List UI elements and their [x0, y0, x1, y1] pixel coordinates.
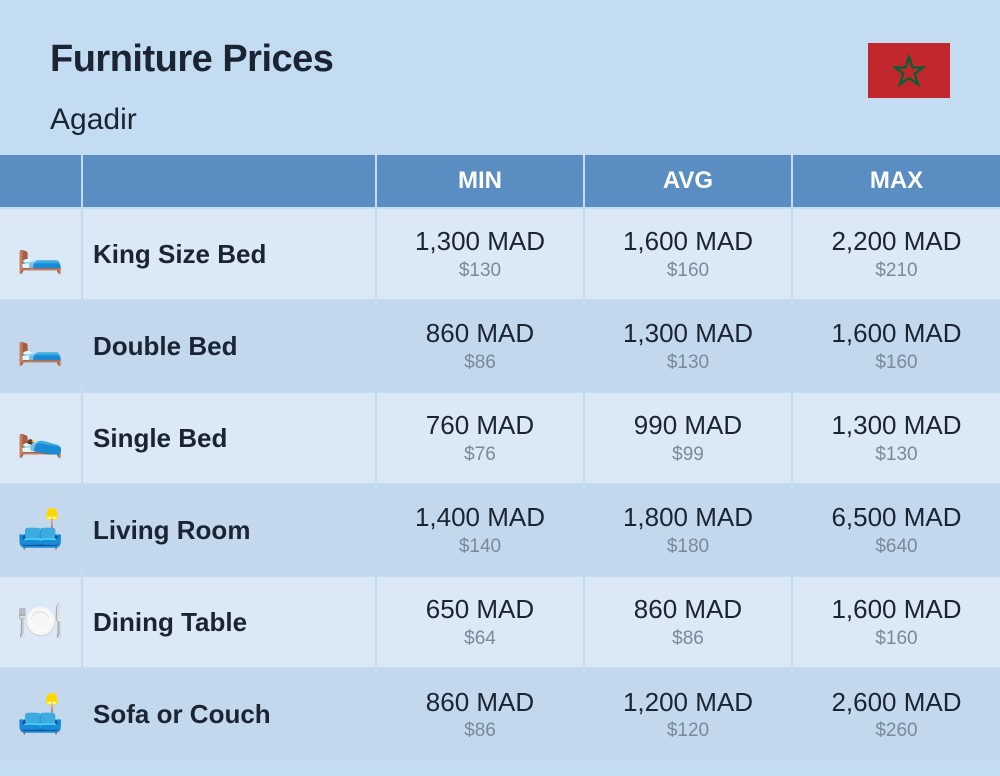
table-row: 🛋️Living Room1,400 MAD $1401,800 MAD $1806… [0, 484, 1000, 576]
prices-table: MIN AVG MAX 🛏️King Size Bed1,300 MAD$130… [0, 155, 1000, 760]
price-cell-min: 760 MAD $76 [376, 392, 584, 484]
price-main: 1,300 MAD [585, 318, 791, 349]
title-block: Furniture Prices Agadir [50, 38, 333, 137]
col-item [82, 155, 376, 208]
price-sub: $210 [793, 260, 1000, 282]
price-cell-max: 1,600 MAD $160 [792, 300, 1000, 392]
item-name: Sofa or Couch [82, 668, 376, 760]
price-main: 1,600 MAD [585, 226, 791, 257]
price-sub: $180 [585, 536, 791, 558]
price-sub: $130 [377, 260, 583, 282]
price-main: 1,600 MAD [793, 318, 1000, 349]
price-sub: $160 [585, 260, 791, 282]
item-name: King Size Bed [82, 208, 376, 300]
price-cell-avg: 1,200 MAD$120 [584, 668, 792, 760]
price-cell-avg: 1,800 MAD $180 [584, 484, 792, 576]
furniture-icon: 🛌 [0, 392, 82, 484]
price-sub: $86 [585, 628, 791, 650]
price-main: 860 MAD [377, 687, 583, 718]
page-title: Furniture Prices [50, 38, 333, 81]
price-cell-min: 1,400 MAD $140 [376, 484, 584, 576]
furniture-icon: 🛋️ [0, 668, 82, 760]
price-sub: $130 [585, 352, 791, 374]
star-icon [892, 54, 926, 88]
price-sub: $160 [793, 352, 1000, 374]
price-main: 650 MAD [377, 594, 583, 625]
flag-morocco [868, 43, 950, 98]
price-main: 6,500 MAD [793, 502, 1000, 533]
price-cell-max: 1,600 MAD $160 [792, 576, 1000, 668]
col-icon [0, 155, 82, 208]
price-main: 1,300 MAD [377, 226, 583, 257]
item-name: Living Room [82, 484, 376, 576]
price-sub: $160 [793, 628, 1000, 650]
price-main: 860 MAD [377, 318, 583, 349]
price-cell-max: 2,200 MAD $210 [792, 208, 1000, 300]
price-main: 760 MAD [377, 410, 583, 441]
furniture-icon: 🛏️ [0, 300, 82, 392]
item-name: Dining Table [82, 576, 376, 668]
price-cell-max: 2,600 MAD$260 [792, 668, 1000, 760]
price-cell-max: 1,300 MAD $130 [792, 392, 1000, 484]
price-cell-max: 6,500 MAD $640 [792, 484, 1000, 576]
price-main: 1,800 MAD [585, 502, 791, 533]
price-cell-avg: 990 MAD $99 [584, 392, 792, 484]
price-main: 1,400 MAD [377, 502, 583, 533]
table-row: 🛏️King Size Bed1,300 MAD $1301,600 MAD $16… [0, 208, 1000, 300]
table-header-row: MIN AVG MAX [0, 155, 1000, 208]
price-cell-avg: 1,600 MAD $160 [584, 208, 792, 300]
price-sub: $86 [377, 720, 583, 742]
price-sub: $120 [585, 720, 791, 742]
price-sub: $130 [793, 444, 1000, 466]
price-sub: $640 [793, 536, 1000, 558]
price-main: 1,200 MAD [585, 687, 791, 718]
furniture-icon: 🍽️ [0, 576, 82, 668]
price-sub: $99 [585, 444, 791, 466]
col-avg: AVG [584, 155, 792, 208]
table-body: 🛏️King Size Bed1,300 MAD$1301,600 MAD$16… [0, 208, 1000, 760]
price-sub: $76 [377, 444, 583, 466]
item-name: Single Bed [82, 392, 376, 484]
furniture-icon: 🛏️ [0, 208, 82, 300]
col-min: MIN [376, 155, 584, 208]
price-cell-min: 1,300 MAD $130 [376, 208, 584, 300]
table-row: 🛌Single Bed760 MAD $76990 MAD $991,300 MAD… [0, 392, 1000, 484]
table-row: 🛏️Double Bed860 MAD $861,300 MAD $1301,600… [0, 300, 1000, 392]
header: Furniture Prices Agadir [0, 0, 1000, 155]
page-subtitle: Agadir [50, 103, 333, 137]
price-main: 990 MAD [585, 410, 791, 441]
price-main: 2,200 MAD [793, 226, 1000, 257]
table-row: 🛋️Sofa or Couch860 MAD$861,200 MAD$1202,… [0, 668, 1000, 760]
price-sub: $64 [377, 628, 583, 650]
price-sub: $86 [377, 352, 583, 374]
price-main: 860 MAD [585, 594, 791, 625]
item-name: Double Bed [82, 300, 376, 392]
table-row: 🍽️Dining Table650 MAD $64860 MAD $861,600 … [0, 576, 1000, 668]
price-cell-avg: 860 MAD $86 [584, 576, 792, 668]
price-sub: $140 [377, 536, 583, 558]
price-cell-min: 860 MAD $86 [376, 300, 584, 392]
furniture-icon: 🛋️ [0, 484, 82, 576]
price-main: 1,300 MAD [793, 410, 1000, 441]
price-cell-min: 860 MAD$86 [376, 668, 584, 760]
price-cell-min: 650 MAD $64 [376, 576, 584, 668]
price-sub: $260 [793, 720, 1000, 742]
col-max: MAX [792, 155, 1000, 208]
price-cell-avg: 1,300 MAD $130 [584, 300, 792, 392]
price-main: 1,600 MAD [793, 594, 1000, 625]
price-main: 2,600 MAD [793, 687, 1000, 718]
